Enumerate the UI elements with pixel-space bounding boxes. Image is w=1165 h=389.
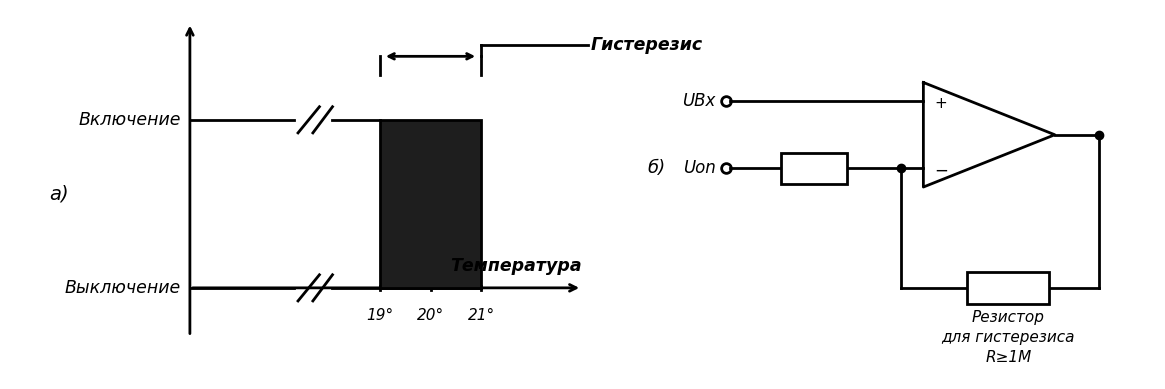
Text: +: + (934, 96, 947, 110)
Text: б): б) (648, 159, 666, 177)
Text: а): а) (49, 185, 69, 204)
Text: 19°: 19° (367, 308, 394, 323)
Text: Включение: Включение (78, 111, 181, 129)
Text: Температура: Температура (451, 257, 582, 275)
Text: 20°: 20° (417, 308, 444, 323)
Text: 21°: 21° (467, 308, 495, 323)
Text: Uon: Uon (683, 159, 715, 177)
Text: UBx: UBx (682, 92, 715, 110)
Text: Гистерезис: Гистерезис (591, 36, 702, 54)
Bar (380, 120, 481, 288)
Text: Выключение: Выключение (65, 279, 181, 297)
Text: −: − (934, 161, 948, 179)
Bar (967, 272, 1050, 303)
Text: Резистор
для гистерезиса
R≥1M: Резистор для гистерезиса R≥1M (941, 310, 1075, 365)
Bar (781, 152, 847, 184)
